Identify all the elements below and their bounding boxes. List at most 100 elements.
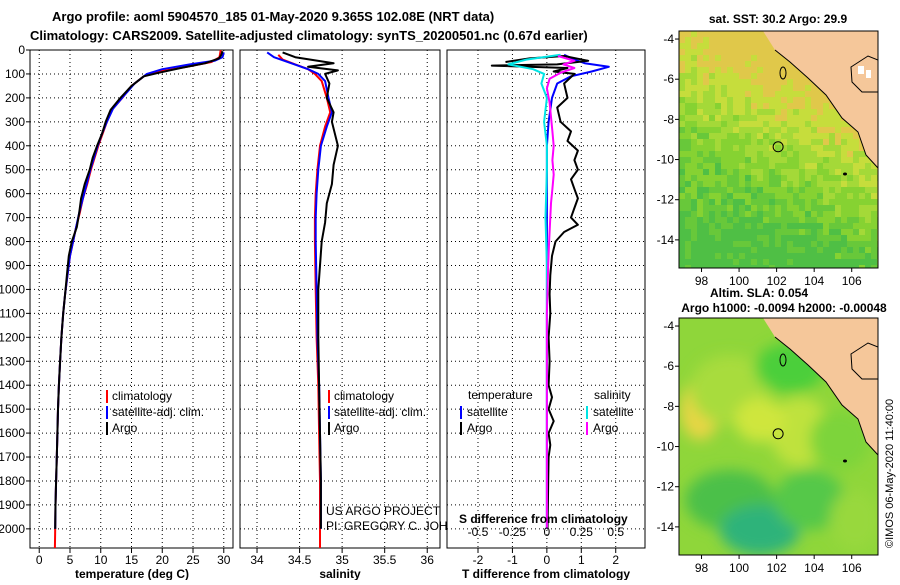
sst-cell	[769, 199, 775, 205]
sst-cell	[823, 193, 829, 199]
sla-island	[779, 353, 787, 367]
sst-cell	[709, 259, 715, 265]
sst-cell	[871, 235, 877, 241]
difference-xlabel-top: S difference from climatology	[459, 512, 628, 526]
sst-cell	[679, 61, 685, 67]
sst-cell	[751, 139, 757, 145]
sst-cell	[769, 103, 775, 109]
sst-cell	[691, 67, 697, 73]
sst-cell	[811, 169, 817, 175]
sst-cell	[715, 229, 721, 235]
sst-cell	[679, 121, 685, 127]
sst-cell	[697, 163, 703, 169]
sst-cell	[799, 73, 805, 79]
sst-cell	[685, 151, 691, 157]
sst-cell	[859, 247, 865, 253]
sst-cell	[775, 169, 781, 175]
sst-cell	[823, 229, 829, 235]
sst-cell	[691, 121, 697, 127]
sst-cell	[703, 43, 709, 49]
sst-cell	[697, 61, 703, 67]
sst-cell	[775, 109, 781, 115]
sst-cell	[739, 73, 745, 79]
sst-cell	[733, 247, 739, 253]
sst-cell	[691, 127, 697, 133]
sst-cell	[697, 187, 703, 193]
sst-cell	[751, 205, 757, 211]
sst-cell	[859, 187, 865, 193]
sst-cell	[679, 205, 685, 211]
sst-cell	[751, 103, 757, 109]
sst-cell	[799, 211, 805, 217]
sst-cell	[829, 217, 835, 223]
sst-cell	[721, 265, 727, 268]
sst-cell	[775, 115, 781, 121]
y-tick-label: 700	[5, 211, 25, 225]
difference-panel: -2 -1 0 1 2 -0.5 -0.25 0 0.25 0.5 temperature sal…	[446, 49, 646, 581]
sst-cell	[733, 61, 739, 67]
sst-cell	[703, 61, 709, 67]
sst-cell	[769, 49, 775, 55]
sst-cell	[739, 169, 745, 175]
sst-cell	[703, 55, 709, 61]
sst-cell	[763, 79, 769, 85]
sst-cell	[841, 265, 847, 268]
sst-cell	[763, 241, 769, 247]
sst-cell	[823, 103, 829, 109]
sst-cell	[799, 157, 805, 163]
sst-cell	[805, 145, 811, 151]
sst-cell	[751, 127, 757, 133]
legend-swatch-t-argo	[460, 422, 462, 435]
sst-cell	[793, 169, 799, 175]
sst-cell	[811, 139, 817, 145]
sst-cell	[697, 151, 703, 157]
sst-cell	[697, 139, 703, 145]
sst-island	[779, 66, 787, 80]
sst-cell	[739, 259, 745, 265]
sst-cell	[751, 73, 757, 79]
sst-cell	[787, 97, 793, 103]
salinity-axes-frame	[239, 49, 441, 549]
sla-map-title: Altim. SLA: 0.054	[710, 286, 808, 300]
sst-cell	[841, 217, 847, 223]
sst-cell	[721, 121, 727, 127]
sst-cell	[727, 133, 733, 139]
sst-cell	[769, 169, 775, 175]
sst-cell	[703, 163, 709, 169]
sst-cell	[751, 223, 757, 229]
sst-cell	[841, 259, 847, 265]
sst-cell	[835, 145, 841, 151]
sst-cell	[757, 217, 763, 223]
sst-cell	[781, 145, 787, 151]
legend-label-t-argo: Argo	[467, 421, 493, 435]
sst-cell	[817, 223, 823, 229]
sst-cell	[703, 145, 709, 151]
legend-swatch-satellite	[106, 406, 108, 419]
sst-cell	[745, 139, 751, 145]
sst-cell	[865, 229, 871, 235]
sst-cell	[781, 79, 787, 85]
series-s-argo	[545, 55, 576, 529]
sst-cell	[691, 115, 697, 121]
sst-cell	[721, 169, 727, 175]
sst-cell	[751, 97, 757, 103]
legend-label-s-argo: Argo	[593, 421, 619, 435]
sst-cell	[763, 259, 769, 265]
sst-cell	[775, 103, 781, 109]
sst-cell	[757, 97, 763, 103]
sst-cell	[697, 235, 703, 241]
sst-cell	[793, 151, 799, 157]
sst-cell	[757, 145, 763, 151]
sst-cell	[769, 145, 775, 151]
sst-cell	[757, 103, 763, 109]
difference-legend: temperature salinity satellite Argo sate…	[460, 388, 634, 435]
sst-cell	[865, 157, 871, 163]
sst-cell	[739, 247, 745, 253]
sst-cell	[823, 133, 829, 139]
sst-cell	[823, 139, 829, 145]
sst-cell	[799, 169, 805, 175]
sst-cell	[841, 223, 847, 229]
sst-cell	[745, 145, 751, 151]
sst-cell	[847, 241, 853, 247]
sst-cell	[757, 265, 763, 268]
